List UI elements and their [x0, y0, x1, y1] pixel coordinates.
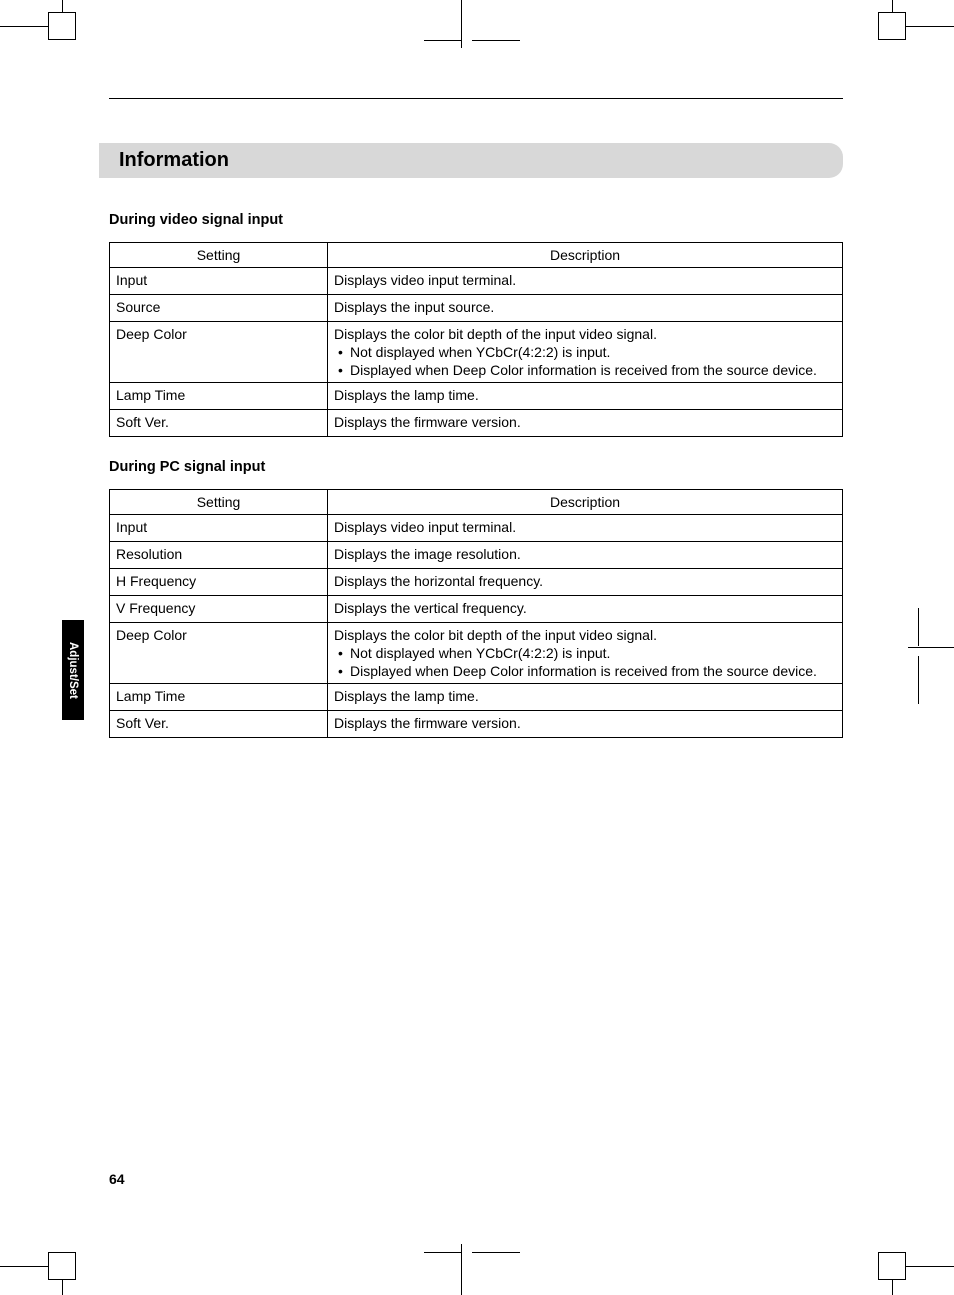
table-row: Soft Ver.Displays the firmware version. [110, 410, 843, 437]
cell-setting: Source [110, 295, 328, 322]
cell-description: Displays the input source. [328, 295, 843, 322]
cell-description: Displays the lamp time. [328, 684, 843, 711]
table-video-signal: Setting Description InputDisplays video … [109, 242, 843, 437]
table-row: H FrequencyDisplays the horizontal frequ… [110, 569, 843, 596]
col-description: Description [328, 490, 843, 515]
side-tab: Adjust/Set [62, 620, 84, 720]
col-description: Description [328, 243, 843, 268]
col-setting: Setting [110, 243, 328, 268]
cell-setting: H Frequency [110, 569, 328, 596]
cell-description: Displays the firmware version. [328, 410, 843, 437]
cell-description: Displays the color bit depth of the inpu… [328, 322, 843, 383]
cell-description: Displays video input terminal. [328, 515, 843, 542]
table-row: Deep ColorDisplays the color bit depth o… [110, 322, 843, 383]
cell-setting: Input [110, 268, 328, 295]
cell-description: Displays video input terminal. [328, 268, 843, 295]
bullet-item: Displayed when Deep Color information is… [334, 663, 836, 679]
table-row: ResolutionDisplays the image resolution. [110, 542, 843, 569]
table-row: SourceDisplays the input source. [110, 295, 843, 322]
table-row: Deep ColorDisplays the color bit depth o… [110, 623, 843, 684]
cell-description: Displays the firmware version. [328, 711, 843, 738]
cell-description: Displays the horizontal frequency. [328, 569, 843, 596]
table-row: Lamp TimeDisplays the lamp time. [110, 383, 843, 410]
table-row: InputDisplays video input terminal. [110, 515, 843, 542]
table-row: V FrequencyDisplays the vertical frequen… [110, 596, 843, 623]
bullet-item: Not displayed when YCbCr(4:2:2) is input… [334, 645, 836, 661]
cell-setting: Deep Color [110, 623, 328, 684]
cell-description: Displays the vertical frequency. [328, 596, 843, 623]
page-number: 64 [109, 1171, 125, 1187]
table2-heading: During PC signal input [109, 459, 843, 475]
table-row: InputDisplays video input terminal. [110, 268, 843, 295]
cell-description: Displays the color bit depth of the inpu… [328, 623, 843, 684]
table-row: Soft Ver.Displays the firmware version. [110, 711, 843, 738]
table-row: Lamp TimeDisplays the lamp time. [110, 684, 843, 711]
bullet-item: Displayed when Deep Color information is… [334, 362, 836, 378]
cell-setting: Resolution [110, 542, 328, 569]
cell-setting: Lamp Time [110, 383, 328, 410]
top-rule [109, 98, 843, 99]
cell-setting: Soft Ver. [110, 711, 328, 738]
cell-setting: V Frequency [110, 596, 328, 623]
cell-description: Displays the image resolution. [328, 542, 843, 569]
cell-setting: Deep Color [110, 322, 328, 383]
table1-heading: During video signal input [109, 212, 843, 228]
cell-setting: Soft Ver. [110, 410, 328, 437]
cell-setting: Lamp Time [110, 684, 328, 711]
bullet-item: Not displayed when YCbCr(4:2:2) is input… [334, 344, 836, 360]
table-pc-signal: Setting Description InputDisplays video … [109, 489, 843, 738]
section-title: Information [99, 143, 843, 178]
page-body: Information During video signal input Se… [109, 98, 843, 760]
cell-setting: Input [110, 515, 328, 542]
cell-description: Displays the lamp time. [328, 383, 843, 410]
col-setting: Setting [110, 490, 328, 515]
